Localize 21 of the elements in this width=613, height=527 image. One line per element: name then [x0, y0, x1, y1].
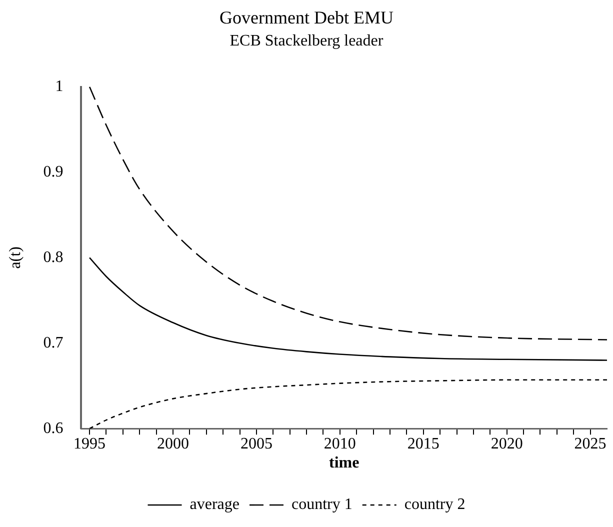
line-series: [88, 257, 607, 361]
x-tick-label: 2000: [157, 435, 190, 452]
x-tick-label: 2010: [324, 435, 356, 452]
y-tick-label: 0.9: [43, 163, 64, 180]
x-tick-label: 2005: [240, 435, 272, 452]
y-tick-label: 0.7: [43, 334, 64, 352]
x-tick-label: 1995: [74, 435, 106, 452]
chart-subtitle: ECB Stackelberg leader: [230, 32, 384, 50]
line-series: [88, 86, 607, 340]
y-tick-label: 0.6: [43, 420, 64, 437]
legend-label: country 2: [404, 496, 466, 514]
y-tick-label: 1: [55, 78, 64, 96]
chart-title: Government Debt EMU: [220, 8, 394, 28]
y-tick-label: 0.8: [43, 248, 64, 266]
legend-label: country 1: [291, 496, 352, 514]
x-tick-label: 2025: [574, 435, 606, 452]
x-tick-label: 2020: [490, 435, 523, 452]
y-axis-title: a(t): [6, 246, 24, 269]
legend-label: average: [190, 496, 240, 514]
x-axis-title: time: [329, 454, 360, 472]
x-tick-label: 2015: [407, 435, 440, 452]
